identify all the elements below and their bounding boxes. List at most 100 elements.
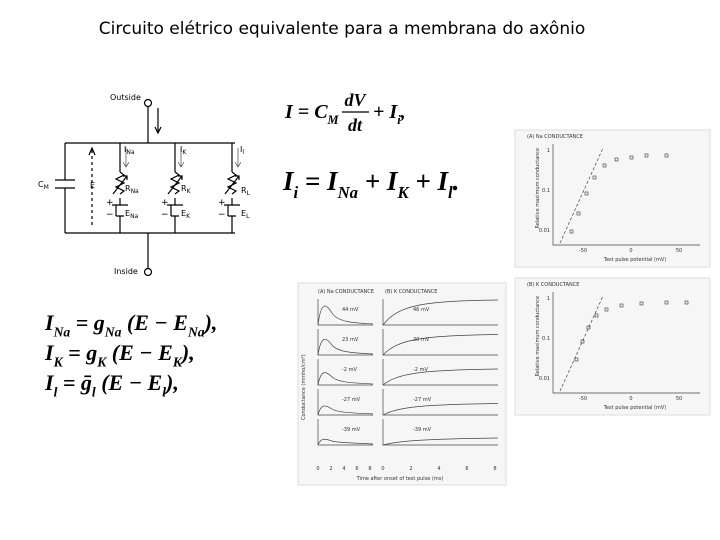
data-point (594, 313, 599, 318)
label-sub: L (247, 190, 251, 197)
label: 0 (629, 396, 632, 402)
conductance-curve (382, 334, 499, 356)
label: (B) K CONDUCTANCE (385, 289, 437, 295)
label: -27 mV (413, 397, 432, 403)
label: 46 mV (413, 307, 430, 313)
equation-part: = C (293, 101, 328, 123)
conductance-curve (382, 368, 499, 386)
label: − (161, 210, 169, 220)
conductance-curve (317, 305, 374, 326)
data-point (602, 163, 607, 168)
label: Test pulse potential (mV) (603, 257, 667, 263)
label-main: R (241, 186, 247, 195)
conductance-curve (382, 299, 499, 326)
battery (112, 204, 128, 217)
label: 50 (676, 248, 682, 254)
equation-sub: Na (104, 325, 122, 340)
label: (A) Na CONDUCTANCE (527, 134, 583, 140)
label: 1 (547, 148, 550, 154)
data-point (586, 325, 591, 330)
data-point (584, 191, 589, 196)
label: 0 (381, 466, 384, 472)
equation-sub: M (327, 113, 340, 127)
plot-axes (552, 144, 700, 246)
label: 1 (547, 296, 550, 302)
conductance-curve (317, 438, 374, 446)
equation: + Ii, (373, 101, 406, 127)
current-arrow (234, 148, 242, 168)
label: 23 mV (342, 337, 359, 343)
label: 50 (676, 396, 682, 402)
data-point (664, 153, 669, 158)
label: 2 (329, 466, 332, 472)
data-point (639, 301, 644, 306)
equation-part: ), (203, 310, 218, 335)
label: -39 mV (342, 427, 361, 433)
equation-part: I (44, 340, 55, 365)
equation: IK = gK (E − EK), (44, 340, 195, 370)
data-point (619, 303, 624, 308)
label: 8 (368, 466, 371, 472)
equation-part: + I (409, 166, 450, 196)
equation-part: ), (180, 340, 195, 365)
data-point (569, 229, 574, 234)
label: 0 (629, 248, 632, 254)
data-point (592, 175, 597, 180)
data-point (644, 153, 649, 158)
label: 6 (355, 466, 358, 472)
label: 44 mV (342, 307, 359, 313)
label: 0.01 (539, 228, 550, 234)
label: Conductance (mmho/cm²) (301, 354, 307, 420)
arrow-head (154, 126, 162, 135)
slide-title: Circuito elétrico equivalente para a mem… (99, 19, 585, 39)
label: Relative maximum conductance (535, 148, 541, 229)
circuit-label: CM (38, 180, 49, 191)
label-main: C (38, 180, 44, 189)
label: Inside (114, 267, 138, 276)
equation-part: (E − E (121, 310, 188, 335)
label-sub: M (44, 184, 49, 191)
battery (167, 204, 183, 217)
equation-sub: K (172, 355, 183, 370)
circuit-label: EL (241, 209, 250, 220)
equation-part: I (284, 101, 294, 123)
resistor (169, 171, 181, 195)
resistor-arrow (224, 175, 240, 195)
label-main: I (180, 145, 182, 154)
equation-sub: l (162, 385, 166, 400)
label: 2 (409, 466, 412, 472)
circuit-label: E (90, 181, 95, 190)
equation-part: , (400, 101, 406, 123)
label-sub: K (187, 188, 192, 195)
label: − (218, 210, 226, 220)
equation-part: I (282, 166, 295, 196)
label: dV (344, 90, 367, 110)
resistor (114, 171, 126, 195)
label: Test pulse potential (mV) (603, 405, 667, 411)
label-sub: Na (130, 213, 138, 220)
terminal (143, 267, 153, 277)
label: Time after onset of test pulse (ms) (356, 476, 444, 482)
arrow-head (88, 146, 96, 156)
circuit-label: RL (241, 186, 251, 197)
equation: I = CM (284, 101, 340, 127)
equation-part: = g (63, 340, 98, 365)
equation-part: (E − E (96, 370, 163, 395)
equation-part: (E − E (106, 340, 173, 365)
circuit-label: Il (240, 145, 244, 156)
equation-part: = g (70, 310, 105, 335)
conductance-curve (382, 437, 499, 446)
equation-part: + I (373, 101, 398, 123)
label: 4 (437, 466, 440, 472)
label: 0.1 (542, 336, 550, 342)
label-main: I (240, 145, 242, 154)
plot-axes (552, 292, 700, 394)
equation-sub: l (54, 385, 58, 400)
data-point (604, 307, 609, 312)
label-sub: Na (126, 149, 134, 156)
equation-part: I (44, 370, 55, 395)
label-main: E (181, 209, 186, 218)
equation-sub: l (92, 385, 96, 400)
fit-line (559, 147, 604, 244)
